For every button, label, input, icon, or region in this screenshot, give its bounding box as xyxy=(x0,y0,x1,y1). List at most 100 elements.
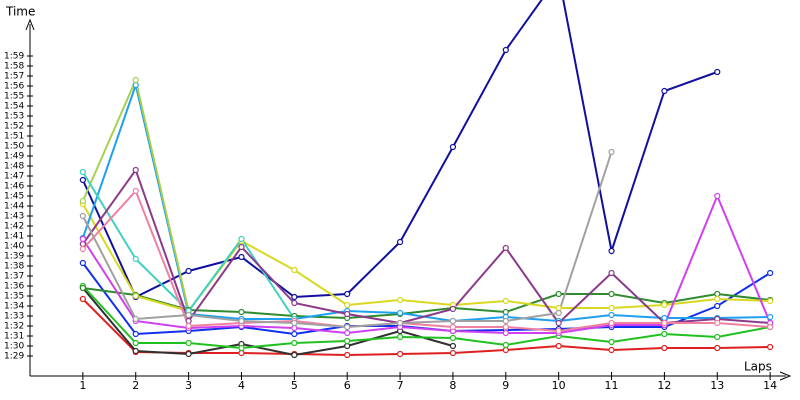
point xyxy=(714,290,721,298)
y-tick-label: 1:37 xyxy=(4,272,24,282)
point xyxy=(238,344,245,352)
point xyxy=(714,302,721,310)
point xyxy=(344,351,351,359)
y-tick-label: 1:51 xyxy=(4,132,24,142)
point xyxy=(767,269,774,277)
x-tick-label: 13 xyxy=(710,379,724,392)
point xyxy=(608,148,615,156)
point xyxy=(132,166,139,174)
point xyxy=(344,342,351,350)
series-line xyxy=(82,171,296,320)
series-line xyxy=(82,193,772,335)
point xyxy=(79,295,86,303)
point xyxy=(714,344,721,352)
point xyxy=(661,319,668,327)
point xyxy=(291,319,298,327)
point xyxy=(79,176,86,184)
point xyxy=(79,235,86,243)
y-tick-label: 1:57 xyxy=(4,72,24,82)
point xyxy=(767,343,774,351)
point xyxy=(291,324,298,332)
point xyxy=(291,293,298,301)
point xyxy=(132,347,139,355)
point xyxy=(132,339,139,347)
point xyxy=(132,330,139,338)
point xyxy=(767,313,774,321)
point xyxy=(555,309,562,317)
point xyxy=(555,327,562,335)
y-tick-label: 1:45 xyxy=(4,192,24,202)
point xyxy=(502,329,509,337)
point xyxy=(185,350,192,358)
y-tick-label: 1:29 xyxy=(4,352,24,362)
x-tick-label: 14 xyxy=(763,379,777,392)
y-tick-label: 1:59 xyxy=(4,52,24,62)
point xyxy=(132,315,139,323)
y-tick-label: 1:55 xyxy=(4,92,24,102)
point xyxy=(344,301,351,309)
series-line xyxy=(82,287,454,357)
y-tick-label: 1:53 xyxy=(4,112,24,122)
y-tick-label: 1:38 xyxy=(4,262,24,272)
y-tick-label: 1:34 xyxy=(4,302,24,312)
point xyxy=(502,317,509,325)
point xyxy=(502,308,509,316)
point xyxy=(291,339,298,347)
point xyxy=(502,323,509,331)
point xyxy=(608,319,615,327)
point xyxy=(714,333,721,341)
y-tick-label: 1:39 xyxy=(4,252,24,262)
point xyxy=(502,297,509,305)
point xyxy=(449,305,457,313)
point xyxy=(79,168,86,176)
x-tick-label: 6 xyxy=(344,379,351,392)
y-axis-title: Time xyxy=(5,5,35,19)
point xyxy=(79,259,86,267)
y-tick-label: 1:50 xyxy=(4,142,24,152)
point xyxy=(344,310,351,318)
point xyxy=(238,317,245,325)
point xyxy=(344,337,351,345)
y-tick-label: 1:31 xyxy=(4,332,24,342)
point xyxy=(79,245,86,253)
point xyxy=(608,247,615,255)
point xyxy=(132,81,139,89)
point xyxy=(132,292,139,300)
point xyxy=(79,212,86,220)
x-tick-label: 10 xyxy=(552,379,566,392)
x-tick-label: 1 xyxy=(79,379,86,392)
y-tick-label: 1:42 xyxy=(4,222,24,232)
point xyxy=(79,284,86,292)
point xyxy=(767,323,774,331)
point xyxy=(502,46,509,54)
point xyxy=(449,323,457,331)
point xyxy=(344,290,351,298)
point xyxy=(661,330,668,338)
point xyxy=(238,308,245,316)
point xyxy=(449,143,457,151)
point xyxy=(396,296,404,304)
point xyxy=(185,311,192,319)
point xyxy=(79,240,86,248)
point xyxy=(714,319,721,327)
point xyxy=(291,330,298,338)
point xyxy=(608,304,615,312)
point xyxy=(608,311,615,319)
x-tick-label: 8 xyxy=(449,379,456,392)
point xyxy=(449,342,457,350)
point xyxy=(132,76,139,84)
point xyxy=(661,314,668,322)
x-tick-label: 11 xyxy=(605,379,619,392)
point xyxy=(344,329,351,337)
y-tick-label: 1:30 xyxy=(4,342,24,352)
point xyxy=(502,341,509,349)
y-tick-label: 1:47 xyxy=(4,172,24,182)
y-axis-arrow xyxy=(25,18,35,31)
x-tick-label: 4 xyxy=(238,379,245,392)
point xyxy=(344,323,351,331)
x-axis-arrow xyxy=(779,371,792,381)
point xyxy=(502,346,509,354)
point xyxy=(185,339,192,347)
point xyxy=(291,299,298,307)
